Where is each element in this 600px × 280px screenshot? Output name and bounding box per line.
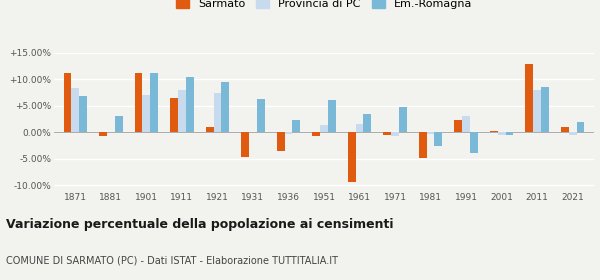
Bar — [64, 73, 71, 132]
Bar — [391, 132, 399, 136]
Bar — [490, 131, 498, 132]
Bar — [454, 120, 462, 132]
Bar — [178, 90, 186, 132]
Bar — [241, 132, 249, 157]
Bar — [328, 100, 336, 132]
Bar — [427, 132, 434, 134]
Bar — [320, 125, 328, 132]
Bar — [170, 98, 178, 132]
Bar — [561, 127, 569, 132]
Bar — [541, 87, 549, 132]
Bar — [142, 95, 150, 132]
Bar — [214, 93, 221, 132]
Bar — [383, 132, 391, 135]
Bar — [577, 122, 584, 132]
Bar — [419, 132, 427, 158]
Text: Variazione percentuale della popolazione ai censimenti: Variazione percentuale della popolazione… — [6, 218, 394, 231]
Bar — [533, 90, 541, 132]
Bar — [186, 77, 194, 132]
Bar — [498, 132, 506, 135]
Bar — [79, 96, 87, 132]
Bar — [292, 120, 300, 132]
Bar — [206, 127, 214, 132]
Bar — [364, 114, 371, 132]
Bar — [277, 132, 284, 151]
Bar — [115, 116, 122, 132]
Legend: Sarmato, Provincia di PC, Em.-Romagna: Sarmato, Provincia di PC, Em.-Romagna — [172, 0, 476, 13]
Bar — [312, 132, 320, 136]
Bar — [257, 99, 265, 132]
Bar — [399, 107, 407, 132]
Bar — [506, 132, 514, 135]
Bar — [99, 132, 107, 136]
Bar — [134, 73, 142, 132]
Bar — [569, 132, 577, 135]
Bar — [470, 132, 478, 153]
Bar — [434, 132, 442, 146]
Bar — [356, 124, 364, 132]
Bar — [462, 116, 470, 132]
Bar — [284, 132, 292, 134]
Bar — [348, 132, 356, 183]
Bar — [150, 73, 158, 132]
Bar — [71, 88, 79, 132]
Bar — [526, 64, 533, 132]
Bar — [221, 82, 229, 132]
Text: COMUNE DI SARMATO (PC) - Dati ISTAT - Elaborazione TUTTITALIA.IT: COMUNE DI SARMATO (PC) - Dati ISTAT - El… — [6, 255, 338, 265]
